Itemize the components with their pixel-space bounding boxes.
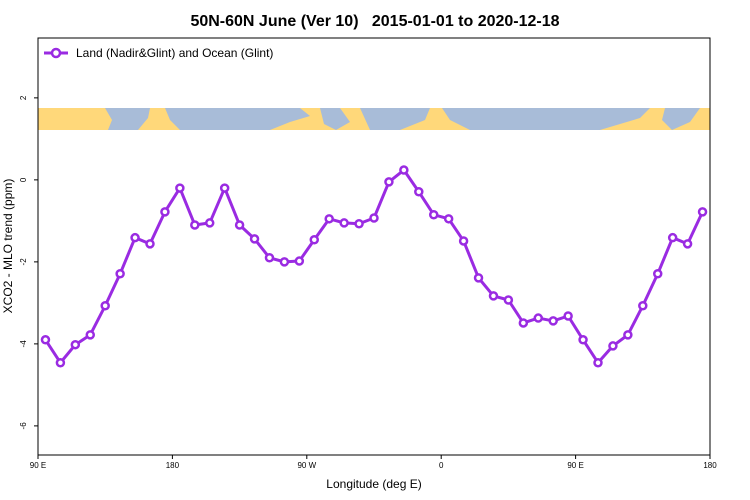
- map-band: [38, 108, 710, 130]
- y-tick-label: -6: [19, 422, 28, 430]
- series-line: [44, 168, 704, 365]
- point: [309, 234, 320, 245]
- point: [414, 187, 424, 197]
- legend-label: Land (Nadir&Glint) and Ocean (Glint): [76, 46, 273, 60]
- x-tick-label: 180: [703, 461, 717, 470]
- point: [279, 257, 290, 267]
- point: [503, 295, 514, 305]
- y-tick-label: 2: [19, 95, 28, 100]
- point: [473, 273, 484, 283]
- y-tick-label: 0: [19, 177, 28, 182]
- point: [339, 218, 349, 228]
- point: [488, 291, 499, 301]
- point: [324, 214, 334, 224]
- point: [548, 316, 558, 326]
- point: [518, 318, 529, 328]
- plot-frame: [37, 37, 711, 456]
- point: [234, 220, 245, 230]
- point: [682, 239, 693, 249]
- x-tick-label: 0: [439, 461, 444, 470]
- point: [623, 330, 633, 340]
- x-axis-label: Longitude (deg E): [326, 477, 421, 491]
- point: [175, 183, 185, 193]
- y-axis-label: XCO2 - MLO trend (ppm): [1, 179, 15, 314]
- point: [190, 220, 200, 230]
- point: [294, 256, 305, 266]
- point: [384, 177, 394, 187]
- point: [652, 269, 663, 279]
- point: [533, 313, 544, 323]
- x-tick-label: 90 W: [297, 461, 316, 470]
- point: [697, 207, 708, 217]
- point: [85, 330, 96, 340]
- x-tick-label: 90 E: [567, 461, 583, 470]
- point: [443, 214, 454, 224]
- point: [40, 335, 51, 345]
- point: [369, 213, 379, 223]
- point: [667, 232, 678, 243]
- x-tick-label: 90 E: [30, 461, 46, 470]
- point: [399, 165, 409, 175]
- point: [578, 335, 588, 345]
- point: [145, 239, 155, 249]
- point: [70, 339, 81, 350]
- point: [608, 341, 618, 351]
- y-tick-label: -4: [19, 340, 28, 348]
- point: [100, 300, 110, 311]
- point: [204, 218, 215, 228]
- point: [160, 207, 170, 217]
- point: [354, 218, 364, 229]
- point: [249, 234, 260, 244]
- point: [563, 311, 573, 321]
- x-tick-label: 180: [166, 461, 180, 470]
- legend-marker: [50, 47, 62, 59]
- point: [428, 209, 439, 220]
- point: [55, 357, 66, 368]
- point: [115, 269, 125, 279]
- point: [219, 183, 230, 193]
- chart-title: 50N-60N June (Ver 10) 2015-01-01 to 2020…: [190, 13, 559, 30]
- point: [593, 357, 603, 368]
- point: [264, 253, 275, 263]
- point: [130, 232, 140, 243]
- point: [638, 300, 648, 311]
- y-tick-label: -2: [19, 258, 28, 266]
- point: [458, 236, 469, 246]
